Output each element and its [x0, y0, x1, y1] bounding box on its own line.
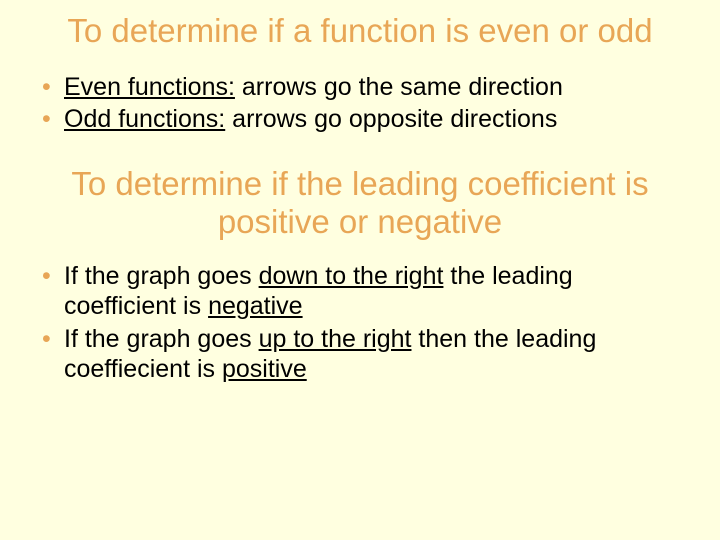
bullet-lead: Even functions:: [64, 73, 235, 101]
bullet-underline-1: down to the right: [259, 262, 444, 290]
bullet-underline-2: negative: [208, 292, 303, 320]
section-1-title: To determine if a function is even or od…: [30, 12, 690, 50]
list-item: Odd functions: arrows go opposite direct…: [42, 104, 690, 135]
section-2-title: To determine if the leading coefficient …: [30, 165, 690, 241]
bullet-lead: Odd functions:: [64, 105, 225, 133]
section-1-bullets: Even functions: arrows go the same direc…: [30, 72, 690, 135]
bullet-underline-1: up to the right: [259, 325, 412, 353]
bullet-underline-2: positive: [222, 355, 307, 383]
bullet-rest: arrows go opposite directions: [225, 105, 557, 133]
section-2-bullets: If the graph goes down to the right the …: [30, 261, 690, 385]
bullet-pre: If the graph goes: [64, 262, 259, 290]
bullet-pre: If the graph goes: [64, 325, 259, 353]
bullet-rest: arrows go the same direction: [235, 73, 563, 101]
list-item: If the graph goes down to the right the …: [42, 261, 690, 322]
list-item: If the graph goes up to the right then t…: [42, 324, 690, 385]
list-item: Even functions: arrows go the same direc…: [42, 72, 690, 103]
